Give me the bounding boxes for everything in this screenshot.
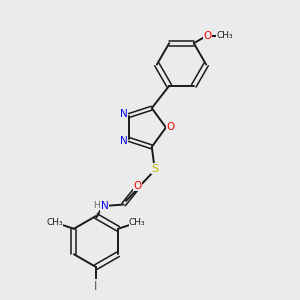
Text: N: N <box>120 136 128 146</box>
Text: O: O <box>203 31 212 41</box>
Text: S: S <box>151 164 158 173</box>
Text: I: I <box>94 280 98 293</box>
Text: O: O <box>134 181 142 191</box>
Text: H: H <box>93 201 99 210</box>
Text: N: N <box>120 109 128 119</box>
Text: CH₃: CH₃ <box>46 218 63 227</box>
Text: CH₃: CH₃ <box>129 218 146 227</box>
Text: N: N <box>100 201 108 211</box>
Text: O: O <box>167 122 175 133</box>
Text: CH₃: CH₃ <box>216 31 233 40</box>
